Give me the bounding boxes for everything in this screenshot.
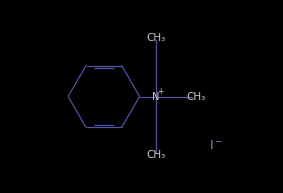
Text: N: N <box>152 91 160 102</box>
Text: I: I <box>210 139 214 152</box>
Text: CH₃: CH₃ <box>146 33 166 43</box>
Text: CH₃: CH₃ <box>186 91 205 102</box>
Text: CH₃: CH₃ <box>146 150 166 160</box>
Text: −: − <box>214 136 222 145</box>
Text: +: + <box>157 87 163 96</box>
